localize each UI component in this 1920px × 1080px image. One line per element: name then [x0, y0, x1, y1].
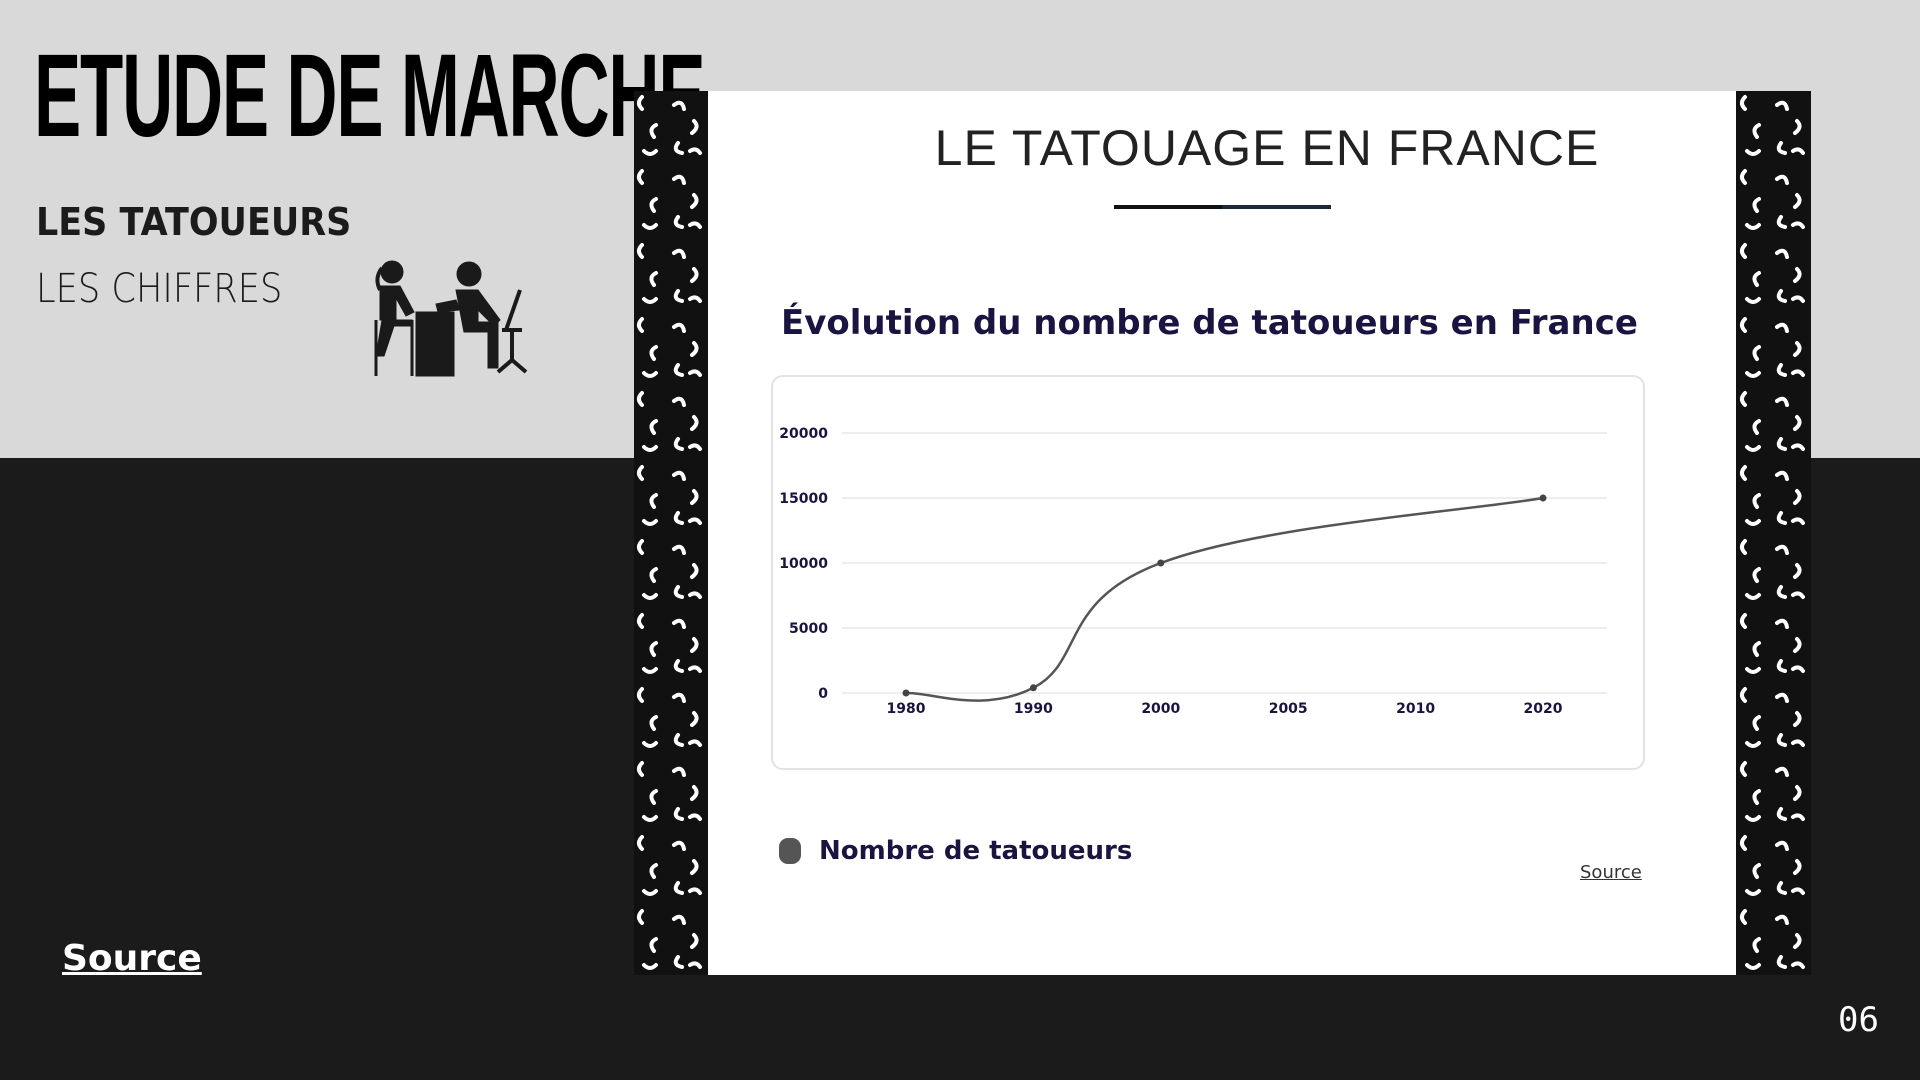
y-tick-label: 10000: [779, 556, 828, 572]
y-tick-label: 15000: [779, 491, 828, 507]
series-line: [905, 496, 1544, 702]
infographic-content: LE TATOUAGE EN FRANCE Évolution du nombr…: [708, 91, 1736, 975]
infographic-heading: LE TATOUAGE EN FRANCE: [934, 120, 1600, 176]
source-link[interactable]: Source: [62, 938, 202, 979]
chart-container: [771, 375, 1645, 770]
tattoo-artist-client-icon: [374, 260, 528, 377]
decorative-pattern-right: [1737, 91, 1811, 975]
data-point: [1539, 494, 1547, 502]
decorative-pattern-left: [634, 91, 708, 975]
section-subtitle: LES TATOUEURS: [36, 200, 352, 244]
chart-legend: Nombre de tatoueurs: [779, 836, 1132, 866]
data-point: [1029, 684, 1037, 692]
legend-label: Nombre de tatoueurs: [819, 836, 1133, 866]
data-point: [902, 689, 910, 697]
x-tick-label: 2000: [1141, 701, 1180, 717]
x-tick-label: 2010: [1396, 701, 1435, 717]
section-subtitle-secondary: LES CHIFFRES: [36, 266, 283, 312]
page-number: 06: [1838, 1000, 1879, 1040]
line-chart: 0 5000 10000 15000 20000 1980 1990 2000 2005 2010…: [779, 426, 1607, 717]
chart-title: Évolution du nombre de tatoueurs en Fran…: [781, 303, 1638, 343]
chart-source-link[interactable]: Source: [1580, 862, 1642, 883]
y-tick-label: 0: [818, 686, 828, 702]
data-point: [1157, 559, 1165, 567]
x-tick-label: 2005: [1269, 701, 1308, 717]
heading-underline: [1114, 205, 1331, 209]
tattoo-infographic-image: LE TATOUAGE EN FRANCE Évolution du nombr…: [634, 91, 1811, 975]
y-tick-label: 5000: [789, 621, 828, 637]
x-tick-label: 1990: [1014, 701, 1053, 717]
y-tick-label: 20000: [779, 426, 828, 442]
x-tick-label: 2020: [1524, 701, 1563, 717]
x-tick-label: 1980: [887, 701, 926, 717]
legend-marker: [779, 838, 801, 864]
page-title: ETUDE DE MARCHE: [34, 30, 706, 162]
